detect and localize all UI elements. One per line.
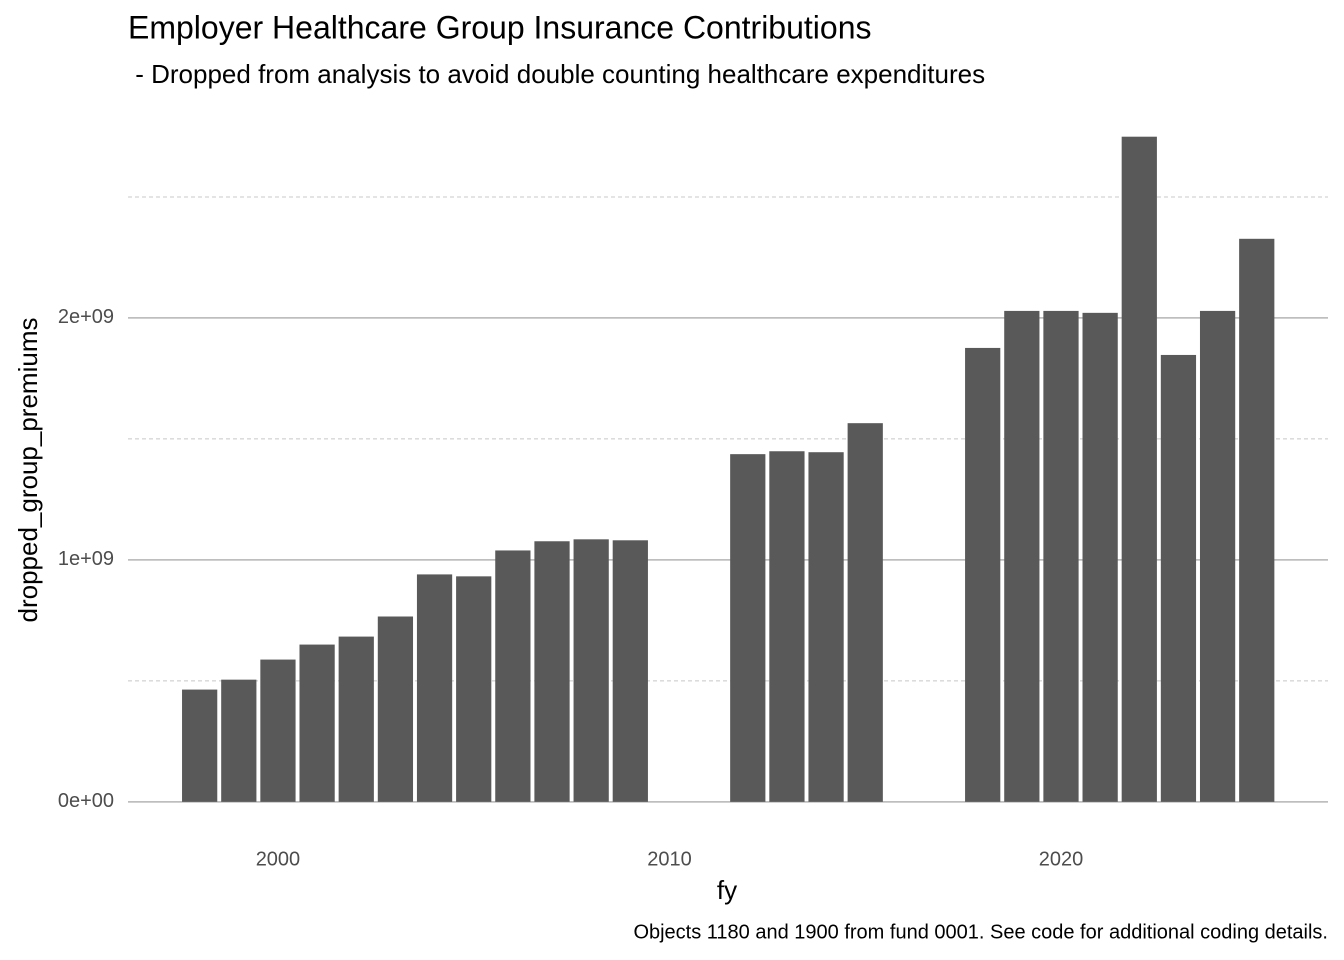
y-tick-label: 2e+09 <box>58 306 114 328</box>
bar <box>730 454 766 802</box>
chart-subtitle: - Dropped from analysis to avoid double … <box>128 59 985 89</box>
x-tick-label: 2020 <box>1039 848 1084 870</box>
bar <box>769 451 805 802</box>
bar <box>1043 310 1079 802</box>
bar <box>1160 354 1197 802</box>
bar <box>965 347 1001 802</box>
y-tick-label: 0e+00 <box>58 790 114 812</box>
bar <box>847 423 883 802</box>
bar <box>416 574 453 802</box>
bar <box>808 452 844 802</box>
bar <box>260 659 296 802</box>
bar <box>456 576 492 802</box>
y-axis-label: dropped_group_premiums <box>13 318 43 623</box>
bar <box>612 540 648 802</box>
bar <box>1121 136 1157 802</box>
caption: Objects 1180 and 1900 from fund 0001. Se… <box>633 921 1328 943</box>
bar <box>1004 310 1040 802</box>
chart-title: Employer Healthcare Group Insurance Cont… <box>128 9 871 45</box>
x-axis-label: fy <box>717 875 737 905</box>
x-tick-label: 2000 <box>256 848 301 870</box>
bar <box>299 644 335 802</box>
bar <box>182 689 218 802</box>
bar <box>1082 312 1118 802</box>
bar <box>573 539 609 802</box>
bar <box>338 636 374 802</box>
bar <box>221 679 257 802</box>
bar <box>1199 310 1236 802</box>
x-tick-label: 2010 <box>647 848 692 870</box>
bar <box>495 550 531 802</box>
bar <box>377 616 414 802</box>
bar <box>1239 238 1275 802</box>
y-tick-label: 1e+09 <box>58 548 114 570</box>
bar <box>534 541 570 802</box>
